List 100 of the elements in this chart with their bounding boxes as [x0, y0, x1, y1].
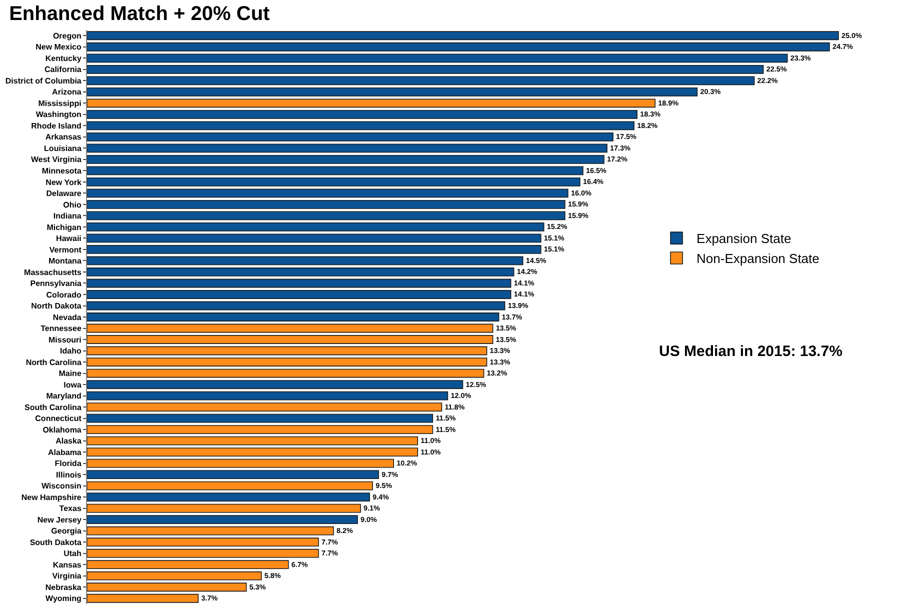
y-tick-label: New York — [46, 178, 82, 187]
data-label: 25.0% — [841, 30, 862, 40]
data-label: 9.5% — [376, 481, 393, 490]
data-label: 20.3% — [700, 87, 722, 96]
data-label: 13.9% — [508, 301, 529, 310]
data-label: 11.8% — [444, 402, 466, 412]
data-label: 9.7% — [382, 470, 399, 479]
bar — [87, 380, 464, 389]
bar — [87, 526, 334, 536]
bar — [87, 425, 434, 434]
y-tick-label: New Mexico — [36, 42, 82, 52]
data-label: 18.9% — [658, 98, 680, 108]
bar — [87, 245, 542, 254]
y-tick-label: Colorado — [46, 290, 82, 300]
data-label: 18.3% — [640, 110, 662, 119]
bar — [87, 31, 839, 40]
y-tick-label: Idaho — [60, 346, 82, 356]
y-tick-label: North Dakota — [31, 302, 82, 311]
data-label: 9.4% — [372, 492, 390, 502]
bar — [87, 448, 418, 457]
y-tick-label: Louisiana — [44, 144, 82, 153]
data-label: 13.5% — [496, 324, 517, 333]
y-tick-label: Missouri — [48, 335, 82, 344]
data-label: 6.7% — [291, 560, 308, 569]
bar — [87, 54, 788, 63]
bar — [87, 301, 506, 310]
bar — [87, 324, 494, 333]
bar — [87, 481, 373, 490]
bar — [87, 538, 319, 547]
data-label: 12.0% — [450, 391, 472, 400]
data-label: 13.3% — [490, 357, 511, 366]
bar — [87, 358, 488, 366]
data-label: 22.5% — [766, 64, 788, 74]
data-label: 17.5% — [616, 132, 638, 142]
y-tick-label: District of Columbia — [5, 76, 82, 86]
bar — [87, 76, 755, 86]
data-label: 23.3% — [790, 53, 812, 62]
bar — [87, 278, 512, 288]
data-label: 7.7% — [321, 537, 338, 546]
bar — [87, 582, 247, 592]
data-label: 8.2% — [336, 526, 354, 536]
bar — [87, 132, 614, 142]
bar — [87, 144, 608, 153]
legend-label: Non-Expansion State — [696, 251, 820, 266]
y-tick-label: South Dakota — [30, 538, 82, 547]
bar — [87, 110, 638, 119]
legend-label: Expansion State — [696, 231, 792, 246]
y-tick-label: Maryland — [46, 392, 82, 401]
data-label: 14.5% — [526, 256, 547, 265]
y-tick-label: Maine — [58, 369, 82, 378]
bar — [87, 402, 442, 412]
y-tick-label: Virginia — [52, 572, 82, 581]
data-label: 3.7% — [201, 594, 218, 603]
y-tick-label: Texas — [59, 504, 82, 514]
bar — [87, 492, 370, 502]
y-tick-label: Mississippi — [38, 98, 82, 108]
bar — [87, 98, 656, 108]
data-label: 24.7% — [832, 42, 854, 52]
bar — [87, 560, 289, 570]
y-tick-label: Rhode Island — [31, 121, 82, 130]
bar — [87, 177, 580, 186]
bar — [87, 436, 418, 446]
y-tick-label: Vermont — [49, 245, 82, 254]
data-label: 5.3% — [249, 582, 266, 592]
data-label: 18.2% — [637, 120, 658, 130]
y-tick-label: Delaware — [46, 189, 82, 198]
y-tick-label: Alaska — [56, 436, 82, 446]
y-tick-label: Oklahoma — [42, 425, 82, 434]
bar — [87, 166, 584, 176]
data-label: 17.2% — [607, 154, 628, 164]
y-tick-label: South Carolina — [24, 402, 82, 412]
data-label: 10.2% — [396, 458, 418, 468]
data-label: 15.2% — [546, 222, 568, 232]
data-label: 17.3% — [610, 143, 632, 152]
bar — [87, 234, 542, 243]
y-tick-label: New Hampshire — [21, 492, 82, 502]
bar — [87, 268, 514, 276]
y-tick-label: Arizona — [52, 88, 82, 97]
y-tick-label: Wisconsin — [41, 482, 82, 491]
y-tick-label: Kentucky — [45, 54, 82, 63]
y-tick-label: Alabama — [48, 448, 82, 457]
bar — [87, 87, 698, 96]
data-label: 11.5% — [436, 414, 456, 423]
data-label: 14.1% — [514, 278, 535, 288]
y-tick-label: Montana — [48, 256, 82, 266]
y-tick-label: West Virginia — [31, 155, 82, 164]
y-tick-label: Pennsylvania — [30, 279, 82, 288]
y-tick-label: Indiana — [53, 212, 82, 221]
data-label: 16.4% — [582, 177, 604, 186]
bar — [87, 515, 358, 524]
data-label: 13.5% — [496, 334, 517, 344]
data-label: 16.0% — [570, 188, 592, 198]
y-tick-label: Utah — [64, 549, 82, 558]
bar — [87, 335, 494, 344]
y-tick-label: Hawaii — [56, 234, 82, 244]
y-tick-label: Georgia — [51, 526, 82, 536]
bar — [87, 391, 448, 400]
data-label: 12.5% — [466, 380, 487, 389]
bar — [87, 154, 604, 164]
chart-title: Enhanced Match + 20% Cut — [9, 3, 270, 26]
